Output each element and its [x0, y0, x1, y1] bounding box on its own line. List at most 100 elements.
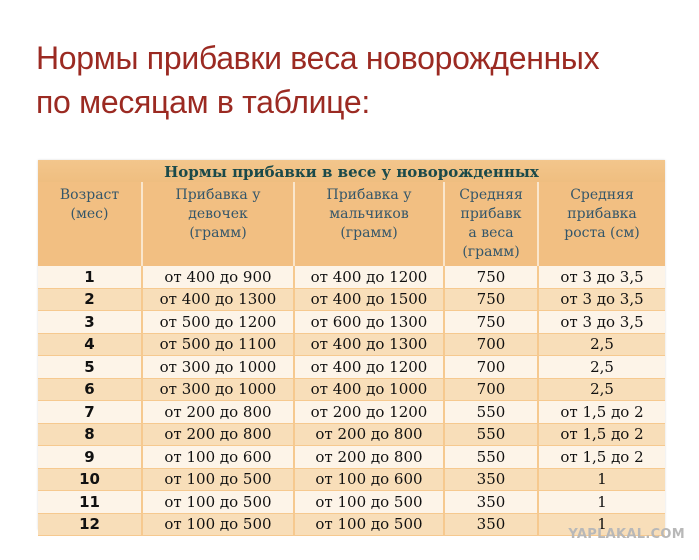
cell-age: 11	[38, 490, 143, 514]
cell-avg-height: от 1,5 до 2	[538, 423, 665, 446]
cell-avg-weight: 700	[444, 378, 539, 401]
table-row: 12 от 100 до 500 от 100 до 500 350 1	[38, 513, 665, 536]
cell-avg-weight: 550	[444, 445, 539, 469]
header-girls-gain: Прибавка у девочек (грамм)	[142, 182, 295, 266]
cell-girls-gain: от 100 до 500	[142, 468, 295, 491]
cell-avg-weight: 550	[444, 400, 539, 424]
cell-avg-weight: 700	[444, 355, 539, 379]
cell-boys-gain: от 400 до 1300	[294, 333, 445, 356]
cell-girls-gain: от 400 до 1300	[142, 288, 295, 311]
header-avg-height-line: роста (см)	[564, 225, 640, 241]
cell-age: 7	[38, 400, 143, 424]
table-row: 6 от 300 до 1000 от 400 до 1000 700 2,5	[38, 378, 665, 401]
table-caption: Нормы прибавки в весе у новорожденных	[38, 160, 665, 182]
cell-boys-gain: от 400 до 1000	[294, 378, 445, 401]
header-girls-line: Прибавка у	[175, 187, 261, 203]
page-title-line-1: Нормы прибавки веса новорожденных	[36, 40, 600, 76]
cell-avg-weight: 350	[444, 490, 539, 514]
cell-avg-height: от 1,5 до 2	[538, 445, 665, 469]
header-avg-height-gain: Средняя прибавка роста (см)	[538, 182, 665, 266]
table-row: 4 от 500 до 1100 от 400 до 1300 700 2,5	[38, 333, 665, 356]
cell-avg-height: 1	[538, 468, 665, 491]
cell-avg-height: от 1,5 до 2	[538, 400, 665, 424]
header-avg-weight-line: прибавк	[460, 206, 522, 222]
cell-age: 9	[38, 445, 143, 469]
cell-girls-gain: от 400 до 900	[142, 266, 295, 289]
cell-age: 8	[38, 423, 143, 446]
cell-avg-height: от 3 до 3,5	[538, 310, 665, 334]
cell-girls-gain: от 100 до 500	[142, 490, 295, 514]
cell-boys-gain: от 200 до 800	[294, 423, 445, 446]
cell-age: 3	[38, 310, 143, 334]
header-boys-line: (грамм)	[340, 225, 398, 241]
header-avg-height-line: прибавка	[567, 206, 637, 222]
cell-boys-gain: от 100 до 600	[294, 468, 445, 491]
cell-boys-gain: от 100 до 500	[294, 490, 445, 514]
header-boys-line: мальчиков	[329, 206, 409, 222]
cell-boys-gain: от 400 до 1200	[294, 266, 445, 289]
page-title-line-2: по месяцам в таблице:	[36, 84, 370, 120]
cell-avg-height: 1	[538, 490, 665, 514]
table-row: 3 от 500 до 1200 от 600 до 1300 750 от 3…	[38, 310, 665, 334]
cell-boys-gain: от 400 до 1500	[294, 288, 445, 311]
cell-boys-gain: от 600 до 1300	[294, 310, 445, 334]
cell-boys-gain: от 100 до 500	[294, 513, 445, 536]
cell-avg-weight: 750	[444, 310, 539, 334]
cell-girls-gain: от 200 до 800	[142, 400, 295, 424]
header-age-line: (мес)	[70, 206, 109, 222]
header-avg-height-line: Средняя	[570, 187, 634, 203]
cell-girls-gain: от 300 до 1000	[142, 378, 295, 401]
cell-avg-weight: 750	[444, 266, 539, 289]
cell-avg-weight: 350	[444, 513, 539, 536]
cell-girls-gain: от 100 до 600	[142, 445, 295, 469]
header-boys-line: Прибавка у	[326, 187, 412, 203]
table-row: 10 от 100 до 500 от 100 до 600 350 1	[38, 468, 665, 491]
cell-boys-gain: от 400 до 1200	[294, 355, 445, 379]
table-row: 8 от 200 до 800 от 200 до 800 550 от 1,5…	[38, 423, 665, 446]
cell-girls-gain: от 100 до 500	[142, 513, 295, 536]
weight-gain-table-panel: Нормы прибавки в весе у новорожденных Во…	[38, 160, 665, 536]
cell-age: 4	[38, 333, 143, 356]
cell-avg-height: 2,5	[538, 333, 665, 356]
cell-girls-gain: от 300 до 1000	[142, 355, 295, 379]
cell-avg-height: от 3 до 3,5	[538, 266, 665, 289]
cell-age: 2	[38, 288, 143, 311]
header-avg-weight-line: (грамм)	[462, 244, 520, 260]
cell-age: 5	[38, 355, 143, 379]
cell-avg-weight: 550	[444, 423, 539, 446]
header-girls-line: девочек	[188, 206, 248, 222]
cell-age: 12	[38, 513, 143, 536]
cell-avg-weight: 350	[444, 468, 539, 491]
header-avg-weight-gain: Средняя прибавк а веса (грамм)	[444, 182, 539, 266]
cell-girls-gain: от 200 до 800	[142, 423, 295, 446]
cell-girls-gain: от 500 до 1200	[142, 310, 295, 334]
page-title: Нормы прибавки веса новорожденных по мес…	[36, 36, 686, 124]
table-row: 5 от 300 до 1000 от 400 до 1200 700 2,5	[38, 355, 665, 379]
cell-avg-weight: 750	[444, 288, 539, 311]
cell-age: 1	[38, 266, 143, 289]
header-boys-gain: Прибавка у мальчиков (грамм)	[294, 182, 445, 266]
cell-age: 6	[38, 378, 143, 401]
weight-gain-table: Возраст (мес) Прибавка у девочек (грамм)…	[38, 182, 665, 536]
cell-boys-gain: от 200 до 1200	[294, 400, 445, 424]
table-row: 9 от 100 до 600 от 200 до 800 550 от 1,5…	[38, 445, 665, 469]
cell-avg-height: 2,5	[538, 355, 665, 379]
watermark: YAPLAKAL.COM	[568, 527, 685, 542]
cell-avg-height: 2,5	[538, 378, 665, 401]
header-age: Возраст (мес)	[38, 182, 143, 266]
header-girls-line: (грамм)	[189, 225, 247, 241]
header-avg-weight-line: Средняя	[459, 187, 523, 203]
table-row: 2 от 400 до 1300 от 400 до 1500 750 от 3…	[38, 288, 665, 311]
cell-boys-gain: от 200 до 800	[294, 445, 445, 469]
table-header-row: Возраст (мес) Прибавка у девочек (грамм)…	[38, 182, 665, 266]
header-avg-weight-line: а веса	[468, 225, 514, 241]
table-row: 7 от 200 до 800 от 200 до 1200 550 от 1,…	[38, 400, 665, 424]
cell-avg-weight: 700	[444, 333, 539, 356]
cell-girls-gain: от 500 до 1100	[142, 333, 295, 356]
table-row: 11 от 100 до 500 от 100 до 500 350 1	[38, 490, 665, 514]
cell-avg-height: 1	[538, 513, 665, 536]
table-row: 1 от 400 до 900 от 400 до 1200 750 от 3 …	[38, 266, 665, 289]
cell-age: 10	[38, 468, 143, 491]
cell-avg-height: от 3 до 3,5	[538, 288, 665, 311]
header-age-line: Возраст	[59, 187, 120, 203]
